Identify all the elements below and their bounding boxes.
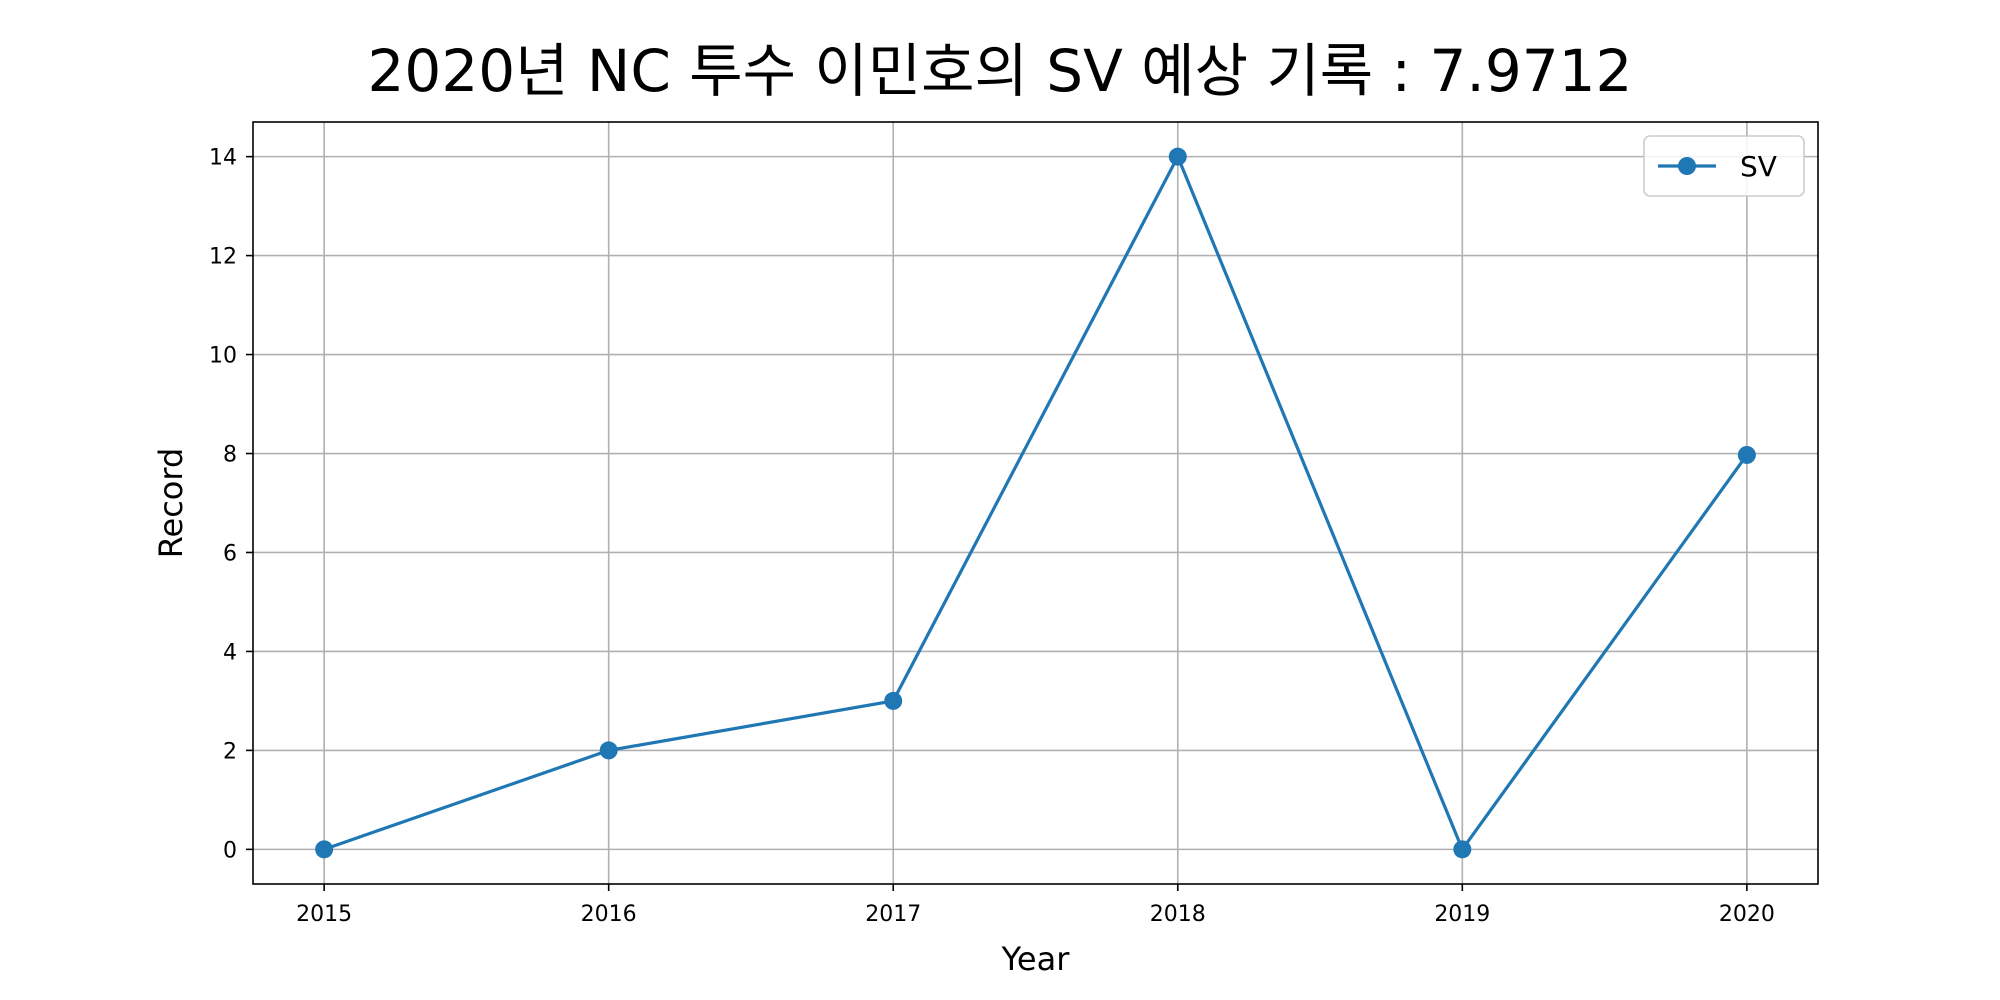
y-tick-label: 0: [223, 838, 237, 863]
plot-area-frame: [252, 121, 1819, 885]
x-axis-label: Year: [1001, 940, 1071, 978]
x-tick-label: 2019: [1434, 902, 1490, 927]
series-layer: [315, 147, 1756, 859]
x-tick-label: 2018: [1150, 902, 1206, 927]
data-point: [1737, 445, 1756, 464]
data-point: [884, 691, 903, 710]
y-tick-label: 4: [223, 640, 237, 665]
y-tick-label: 6: [223, 541, 237, 566]
y-tick-label: 14: [209, 146, 237, 171]
chart-title: 2020년 NC 투수 이민호의 SV 예상 기록 : 7.9712: [367, 37, 1633, 105]
y-axis-ticks: 0 2 4 6 8 10 12 14: [209, 146, 253, 863]
legend-marker: [1678, 157, 1696, 175]
x-tick-label: 2016: [581, 902, 637, 927]
data-point: [599, 741, 618, 760]
y-axis-label: Record: [152, 448, 190, 559]
legend-label: SV: [1740, 150, 1777, 183]
legend: SV: [1643, 135, 1805, 197]
data-point: [1168, 147, 1187, 166]
y-tick-label: 8: [223, 443, 237, 468]
y-tick-label: 12: [209, 245, 237, 270]
data-point: [315, 840, 334, 859]
x-axis-ticks: 2015 2016 2017 2018 2019 2020: [296, 884, 1775, 927]
y-tick-label: 10: [209, 344, 237, 369]
grid-lines: [253, 122, 1818, 884]
x-tick-label: 2017: [865, 902, 921, 927]
x-tick-label: 2015: [296, 902, 352, 927]
data-point: [1453, 840, 1472, 859]
series-line: [323, 155, 1749, 851]
legend-box: [1643, 135, 1805, 197]
y-tick-label: 2: [223, 739, 237, 764]
x-tick-label: 2020: [1719, 902, 1775, 927]
